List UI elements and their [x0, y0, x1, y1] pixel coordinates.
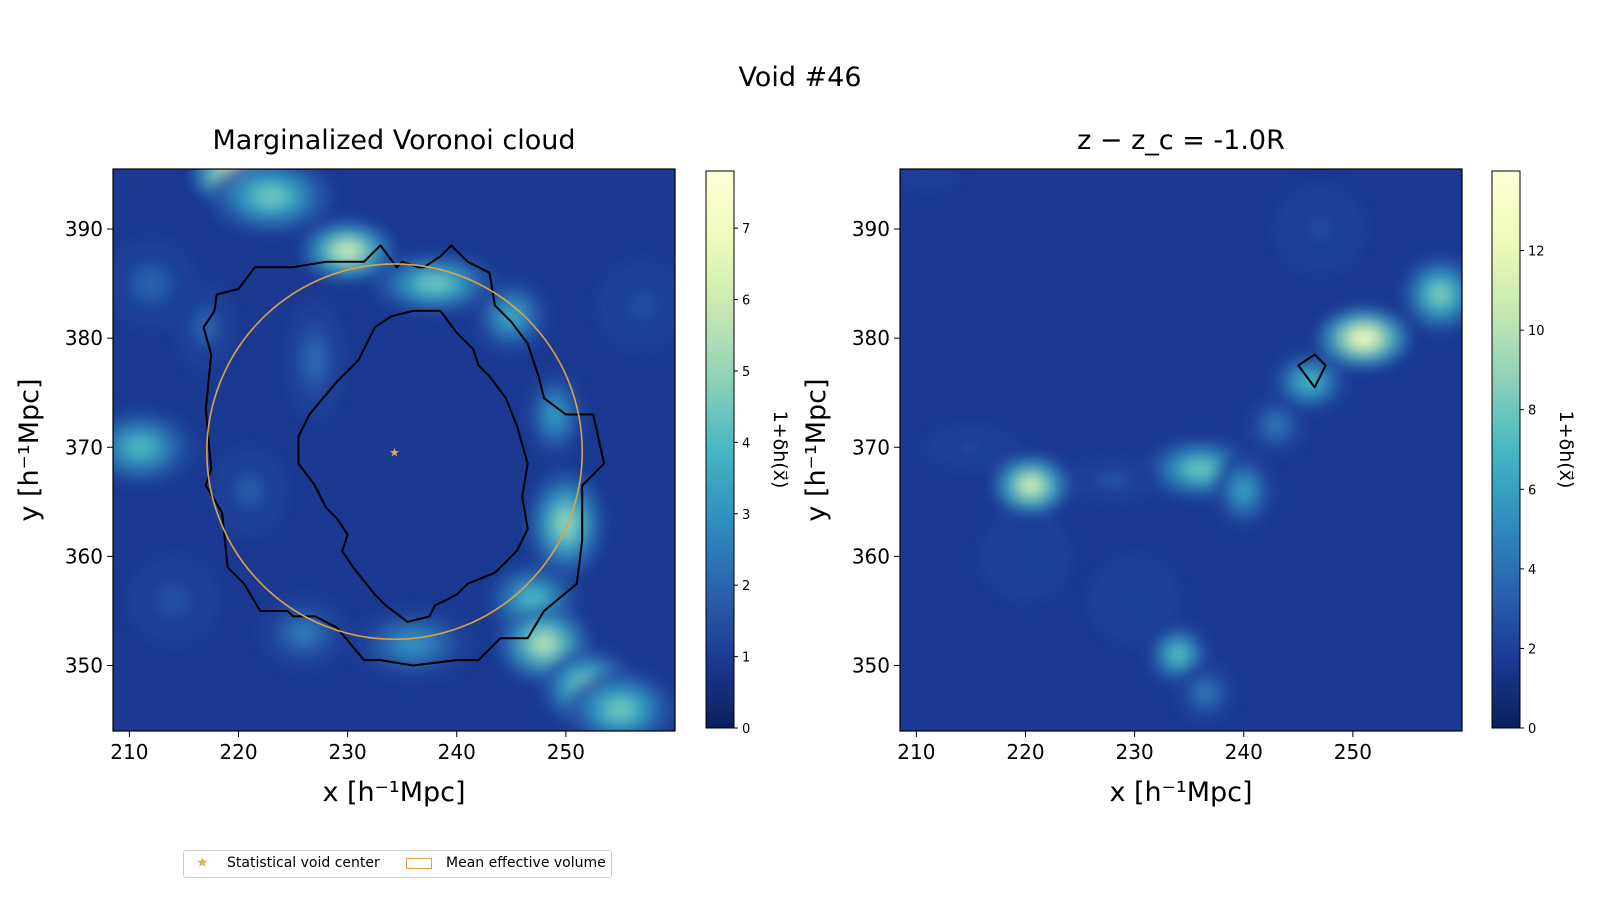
x-tick-label: 210 [110, 740, 148, 764]
legend-label-void-center: Statistical void center [227, 855, 380, 871]
x-tick-label: 230 [1116, 740, 1154, 764]
density-peak [307, 344, 323, 376]
density-peak [501, 306, 521, 326]
colorbar-tick-label: 6 [1528, 483, 1536, 498]
density-peak [556, 510, 576, 538]
legend-swatch-effective-volume [406, 858, 432, 869]
colorbar-tick-label: 4 [1528, 563, 1536, 578]
x-tick-label: 220 [1006, 740, 1044, 764]
colorbar-tick-label: 6 [742, 294, 750, 309]
x-tick-label: 240 [438, 740, 476, 764]
colorbar-gradient [705, 170, 735, 729]
colorbar-tick-label: 7 [742, 222, 750, 237]
y-tick-label: 360 [65, 544, 103, 568]
y-tick-label: 380 [852, 326, 890, 350]
x-tick-label: 250 [547, 740, 585, 764]
colorbar-tick-label: 4 [742, 436, 750, 451]
y-tick-label: 380 [65, 326, 103, 350]
colorbar-label: 1+δh(x⃗) [769, 411, 791, 489]
plot-frame [112, 168, 676, 732]
y-tick-label: 370 [852, 435, 890, 459]
density-peak [919, 170, 935, 179]
density-peak [1308, 217, 1332, 241]
density-peak [1170, 646, 1186, 663]
density-peak [1014, 544, 1037, 568]
density-peak [1299, 374, 1319, 390]
panel-title: Marginalized Voronoi cloud [212, 125, 575, 156]
void-contour-1 [1297, 353, 1327, 389]
density-peak [607, 699, 634, 719]
y-tick-label: 390 [65, 217, 103, 241]
colorbar: 0 2 4 6 8 10 12 1+δh(x⃗) [1491, 170, 1577, 737]
density-peak [630, 293, 654, 317]
colorbar-gradient [1491, 170, 1521, 729]
density-peak [1101, 474, 1125, 486]
colorbar-tick-label: 5 [742, 365, 750, 380]
legend: ★ Statistical void center Mean effective… [183, 850, 612, 878]
x-axis-label: x [h⁻¹Mpc] [322, 777, 465, 808]
colorbar-tick-label: 8 [1528, 404, 1536, 419]
density-peak [1186, 461, 1214, 477]
density-features [113, 169, 675, 731]
colorbar-label: 1+δh(x⃗) [1555, 411, 1577, 489]
density-peak [126, 437, 154, 457]
x-axis-label: x [h⁻¹Mpc] [1109, 777, 1252, 808]
y-tick-label: 350 [852, 654, 890, 678]
density-peak [532, 634, 556, 654]
colorbar: 0 1 2 3 4 5 6 7 1+δh(x⃗) [705, 170, 791, 737]
y-tick-label: 370 [65, 435, 103, 459]
panel-1: ★210 220 230 240 250350360370380390Marginali… [14, 125, 791, 808]
density-peak [1352, 330, 1376, 346]
mean-effective-volume-circle [206, 263, 584, 641]
y-axis-label: y [h⁻¹Mpc] [801, 378, 832, 521]
heatmap: ★ [113, 169, 675, 731]
density-peak [255, 186, 287, 206]
y-tick-label: 360 [852, 544, 890, 568]
density-peak [521, 590, 545, 610]
density-peak [336, 243, 360, 259]
density-peak [1197, 685, 1214, 701]
density-peak [1021, 477, 1041, 494]
density-peak [1268, 417, 1285, 434]
y-tick-label: 390 [852, 217, 890, 241]
density-peak [419, 275, 451, 292]
colorbar-tick-label: 2 [742, 579, 750, 594]
density-peak [292, 623, 316, 643]
colorbar-tick-label: 1 [742, 651, 750, 666]
density-peak [239, 479, 259, 503]
density-peak [1236, 481, 1252, 501]
density-features [900, 169, 1462, 724]
y-tick-label: 350 [65, 654, 103, 678]
density-peak [139, 272, 163, 296]
figure-title: Void #46 [738, 62, 861, 93]
heatmap [900, 169, 1462, 731]
colorbar-tick-label: 3 [742, 508, 750, 523]
x-tick-label: 220 [219, 740, 257, 764]
colorbar-tick-label: 10 [1528, 324, 1545, 339]
density-peak [959, 441, 983, 454]
colorbar-tick-label: 2 [1528, 642, 1536, 657]
x-tick-label: 250 [1334, 740, 1372, 764]
void-contour-1 [202, 244, 606, 667]
void-center-star-icon: ★ [389, 446, 400, 460]
panel-title: z − z_c = -1.0R [1077, 125, 1285, 156]
plot-frame [899, 168, 1463, 732]
colorbar-tick-label: 0 [742, 722, 750, 737]
star-icon: ★ [196, 855, 209, 871]
colorbar-tick-label: 0 [1528, 722, 1536, 737]
void-contour-2 [297, 309, 529, 623]
legend-label-effective-volume: Mean effective volume [446, 855, 606, 871]
density-peak [1430, 284, 1450, 305]
density-peak [161, 588, 185, 612]
y-axis-label: y [h⁻¹Mpc] [14, 378, 45, 521]
colorbar-tick-label: 12 [1528, 245, 1545, 260]
density-peak [1123, 588, 1147, 612]
density-peak [198, 315, 214, 339]
x-tick-label: 230 [329, 740, 367, 764]
x-tick-label: 240 [1225, 740, 1263, 764]
x-tick-label: 210 [897, 740, 935, 764]
